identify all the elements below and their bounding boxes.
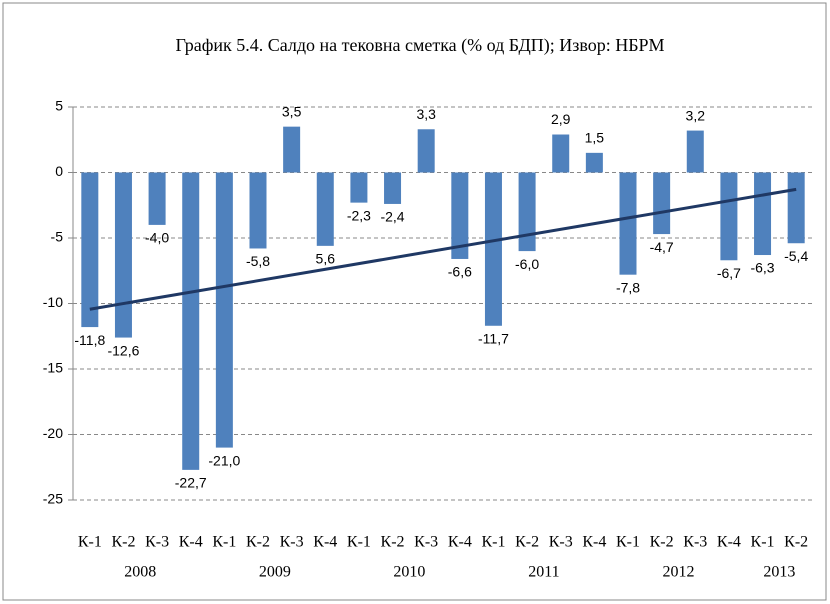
y-tick-label: 5 — [55, 98, 63, 114]
y-tick-label: -10 — [43, 294, 63, 310]
data-label: -4,0 — [145, 230, 169, 246]
x-tick-label: К-4 — [717, 534, 741, 551]
data-label: -2,3 — [347, 207, 371, 223]
chart-title: График 5.4. Салдо на тековна сметка (% о… — [175, 35, 664, 56]
y-tick-label: -5 — [51, 229, 64, 245]
x-tick-label: К-3 — [549, 534, 573, 551]
x-tick-label: К-4 — [179, 534, 203, 551]
data-label: -22,7 — [175, 475, 207, 491]
x-tick-label: К-2 — [650, 534, 674, 551]
x-tick-label: К-3 — [145, 534, 169, 551]
bar — [451, 172, 469, 259]
trend-line — [89, 187, 797, 311]
x-tick-label: К-2 — [111, 534, 135, 551]
y-tick-label: -15 — [43, 360, 63, 376]
data-label: -6,0 — [515, 256, 539, 272]
bar — [720, 172, 738, 261]
x-tick-label: К-2 — [784, 534, 808, 551]
bar — [148, 172, 166, 225]
bar — [619, 172, 637, 275]
data-label: 5,6 — [316, 251, 336, 267]
data-label: 3,3 — [416, 106, 436, 122]
bar — [585, 152, 603, 173]
data-label: 1,5 — [585, 130, 605, 146]
y-tick-label: 0 — [55, 163, 63, 179]
x-tick-label: К-4 — [313, 534, 337, 551]
bar — [283, 126, 301, 173]
year-label: 2009 — [259, 564, 291, 581]
bar — [653, 172, 671, 235]
bar — [215, 172, 233, 448]
bar — [81, 172, 99, 328]
y-tick-label: -25 — [43, 491, 63, 507]
year-label: 2008 — [124, 564, 156, 581]
bar — [754, 172, 772, 256]
data-label: -11,7 — [478, 330, 509, 346]
x-tick-label: К-1 — [212, 534, 236, 551]
x-tick-label: К-1 — [347, 534, 371, 551]
bar — [417, 129, 435, 173]
x-tick-label: К-1 — [78, 534, 102, 551]
year-label: 2012 — [662, 564, 694, 581]
data-label: -6,7 — [717, 265, 741, 281]
bar — [316, 172, 334, 246]
bar — [518, 172, 536, 252]
year-label: 2010 — [393, 564, 425, 581]
data-label: 3,2 — [686, 107, 706, 123]
bar — [484, 172, 502, 326]
bar — [182, 172, 200, 470]
data-label: -12,6 — [107, 342, 139, 358]
x-tick-label: К-3 — [280, 534, 304, 551]
data-label: 3,5 — [282, 103, 302, 119]
data-label: -6,6 — [448, 264, 472, 280]
x-tick-label: К-1 — [616, 534, 640, 551]
x-tick-label: К-1 — [481, 534, 505, 551]
x-tick-label: К-4 — [448, 534, 472, 551]
data-label: -21,0 — [208, 452, 240, 468]
bar — [350, 172, 368, 203]
data-label: -4,7 — [650, 239, 674, 255]
data-label: -5,4 — [784, 248, 808, 264]
data-label: -2,4 — [380, 209, 404, 225]
x-tick-label: К-4 — [582, 534, 606, 551]
bar — [384, 172, 402, 204]
bar — [552, 134, 570, 173]
x-tick-label: К-1 — [751, 534, 775, 551]
data-label: -11,8 — [74, 332, 105, 348]
y-tick-label: -20 — [43, 425, 63, 441]
data-label: -6,3 — [750, 260, 774, 276]
x-tick-label: К-3 — [414, 534, 438, 551]
x-tick-label: К-2 — [515, 534, 539, 551]
x-tick-label: К-3 — [683, 534, 707, 551]
x-tick-label: К-2 — [246, 534, 270, 551]
data-label: 2,9 — [551, 111, 571, 127]
data-label: -5,8 — [246, 253, 270, 269]
data-label: -7,8 — [616, 279, 640, 295]
bar — [114, 172, 132, 338]
bar — [787, 172, 805, 244]
bar — [249, 172, 267, 249]
year-label: 2011 — [528, 564, 559, 581]
x-tick-label: К-2 — [381, 534, 405, 551]
year-label: 2013 — [763, 564, 795, 581]
bar — [686, 130, 704, 173]
